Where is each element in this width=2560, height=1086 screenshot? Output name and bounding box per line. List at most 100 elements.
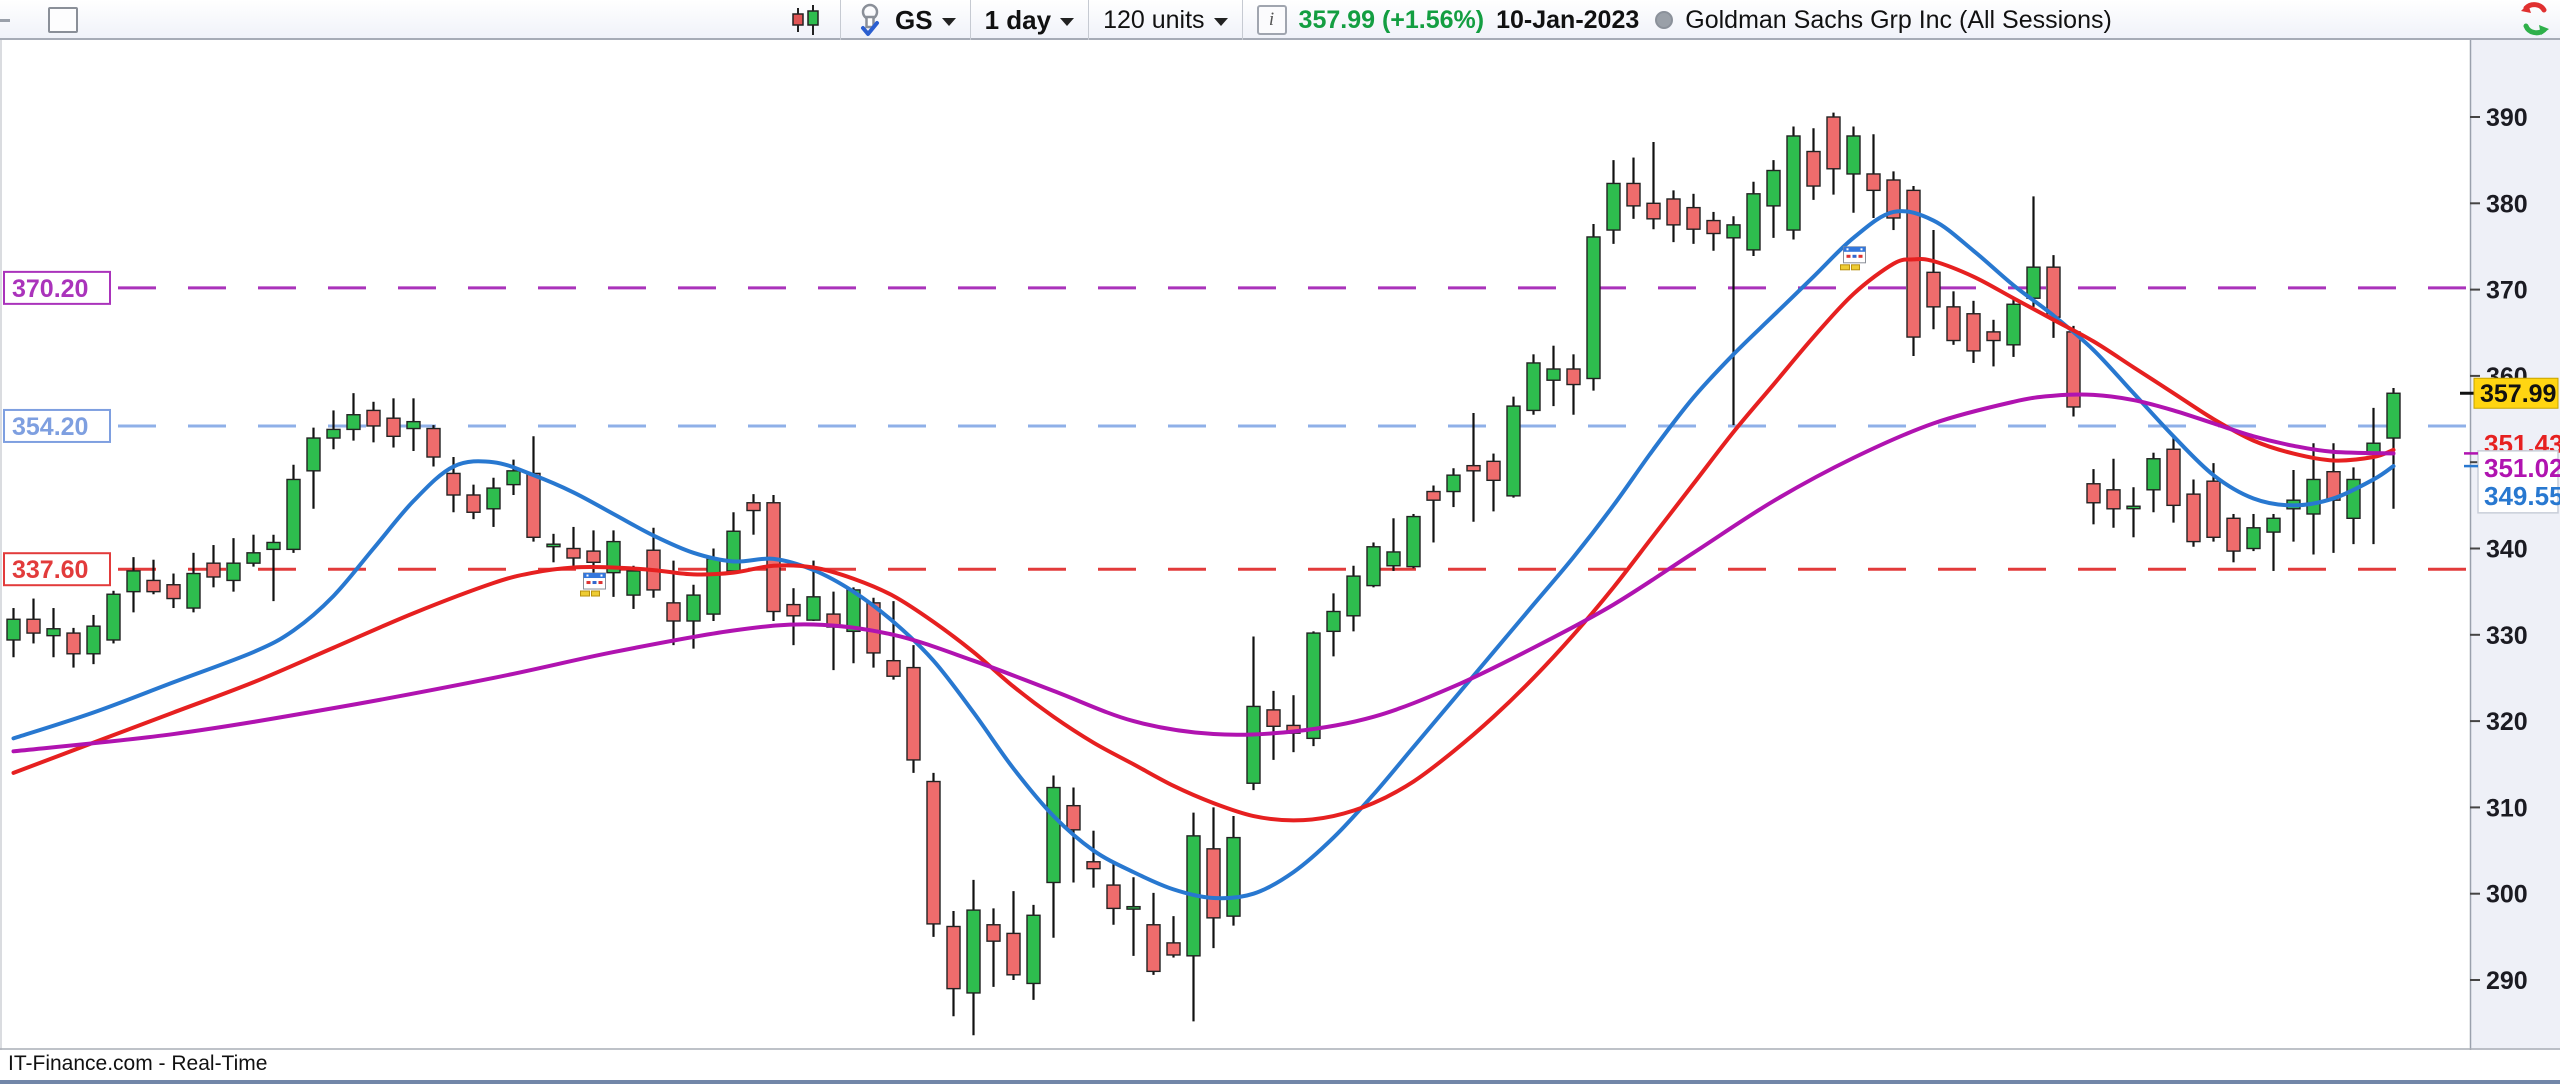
- candle-bearish: [926, 780, 941, 925]
- candle-bearish: [1906, 189, 1921, 338]
- ma-medium-red: [11, 256, 2396, 823]
- symbol-link-check-icon[interactable]: [855, 3, 885, 37]
- candle-bullish: [2006, 303, 2021, 346]
- candle-bullish: [2386, 392, 2401, 439]
- ma-short-blue: [11, 209, 2396, 901]
- candle-bearish: [746, 502, 761, 512]
- separator: [1241, 0, 1243, 40]
- calendar-event-icon: [1840, 246, 1866, 271]
- candle-bullish: [1726, 224, 1741, 239]
- candle-bearish: [2186, 493, 2201, 543]
- candle-bearish: [1426, 490, 1441, 501]
- last-price-label-box: [2473, 377, 2559, 409]
- candle-bullish: [1306, 632, 1321, 740]
- candle-bearish: [906, 666, 921, 761]
- candle-bearish: [1886, 179, 1901, 219]
- candle-bullish: [706, 558, 721, 615]
- level-label-box: [3, 270, 111, 305]
- candle-bullish: [266, 541, 281, 551]
- candle-bullish: [406, 420, 421, 430]
- info-icon[interactable]: i: [1256, 5, 1287, 35]
- last-price: 357.99: [1298, 5, 1376, 34]
- units-selector[interactable]: 120 units: [1103, 6, 1228, 35]
- symbol-selector[interactable]: GS: [895, 5, 956, 36]
- candle-bullish: [486, 487, 501, 510]
- candle-bearish: [586, 550, 601, 564]
- candle-bearish: [1986, 331, 2001, 342]
- candle-bullish: [2346, 478, 2361, 519]
- candle-bullish: [1746, 193, 1761, 251]
- candle-bullish: [1786, 135, 1801, 231]
- level-label: 354.20: [12, 413, 88, 441]
- candle-bullish: [1366, 546, 1381, 587]
- edge-dash-icon: [0, 18, 10, 22]
- candle-bearish: [1646, 202, 1661, 220]
- candle-bearish: [1206, 848, 1221, 919]
- candle-bullish: [1346, 575, 1361, 617]
- candle-bearish: [1106, 884, 1121, 910]
- candle-bullish: [126, 570, 141, 593]
- last-price-and-change: 357.99 (+1.56%): [1299, 6, 1485, 35]
- timeframe-label: 1 day: [984, 4, 1052, 35]
- candle-bullish: [606, 540, 621, 574]
- candle-bearish: [526, 472, 541, 538]
- timeframe-selector[interactable]: 1 day: [985, 5, 1075, 36]
- window-square-icon[interactable]: [48, 7, 78, 33]
- candle-bullish: [726, 530, 741, 572]
- candle-bearish: [366, 409, 381, 427]
- candle-bullish: [2266, 517, 2281, 533]
- candle-bullish: [806, 596, 821, 621]
- data-provider-text: IT-Finance.com - Real-Time: [8, 1052, 268, 1075]
- y-axis-label: 290: [2486, 967, 2528, 995]
- candle-bullish: [1546, 368, 1561, 381]
- candle-bearish: [66, 632, 81, 655]
- y-axis-label: 300: [2486, 881, 2528, 909]
- candle-bearish: [1826, 116, 1841, 170]
- candle-bearish: [1946, 306, 1961, 342]
- level-label: 370.20: [12, 275, 88, 303]
- candle-bearish: [2206, 480, 2221, 538]
- level-label-box: [3, 408, 111, 443]
- candle-bearish: [2086, 483, 2101, 504]
- candle-bearish: [946, 925, 961, 990]
- candle-bullish: [1586, 236, 1601, 380]
- candle-bearish: [2226, 517, 2241, 552]
- candle-bearish: [986, 924, 1001, 942]
- candle-bullish: [1246, 705, 1261, 784]
- candle-bullish: [226, 562, 241, 582]
- candle-bearish: [426, 427, 441, 458]
- candle-bullish: [686, 594, 701, 622]
- candle-bullish: [2146, 458, 2161, 491]
- top-toolbar: GS 1 day 120 units i 357.99 (+1.56%) 10-…: [0, 0, 2560, 40]
- candle-bullish: [2306, 478, 2321, 515]
- candle-bearish: [1866, 173, 1881, 192]
- calendar-event-icon: [580, 572, 606, 597]
- candle-bullish: [1846, 135, 1861, 175]
- candle-bullish: [326, 428, 341, 439]
- candle-bearish: [1706, 219, 1721, 235]
- candle-bearish: [1086, 861, 1101, 870]
- y-axis-label: 370: [2486, 277, 2528, 305]
- candle-bullish: [2026, 266, 2041, 299]
- candle-bearish: [1686, 206, 1701, 230]
- chevron-down-icon: [1060, 17, 1075, 26]
- candle-bearish: [1566, 368, 1581, 386]
- candle-bullish: [286, 478, 301, 551]
- candle-bearish: [1066, 804, 1081, 831]
- candle-bullish: [46, 628, 61, 637]
- candle-bullish: [546, 543, 561, 548]
- level-label-box: [3, 552, 111, 587]
- candle-bearish: [1486, 460, 1501, 482]
- candle-bullish: [1506, 405, 1521, 497]
- candle-bullish: [1606, 182, 1621, 231]
- separator: [969, 0, 971, 40]
- y-axis-background: [2470, 40, 2560, 1050]
- price-chart-surface[interactable]: 390380370360350340330320310300290370.203…: [0, 40, 2560, 1050]
- candle-bullish: [346, 414, 361, 431]
- y-axis-label: 380: [2486, 190, 2528, 218]
- candle-bearish: [1266, 709, 1281, 727]
- candle-bearish: [1966, 313, 1981, 352]
- candle-bullish: [306, 437, 321, 472]
- candlestick-style-icon[interactable]: [790, 4, 826, 36]
- candle-bullish: [1046, 786, 1061, 884]
